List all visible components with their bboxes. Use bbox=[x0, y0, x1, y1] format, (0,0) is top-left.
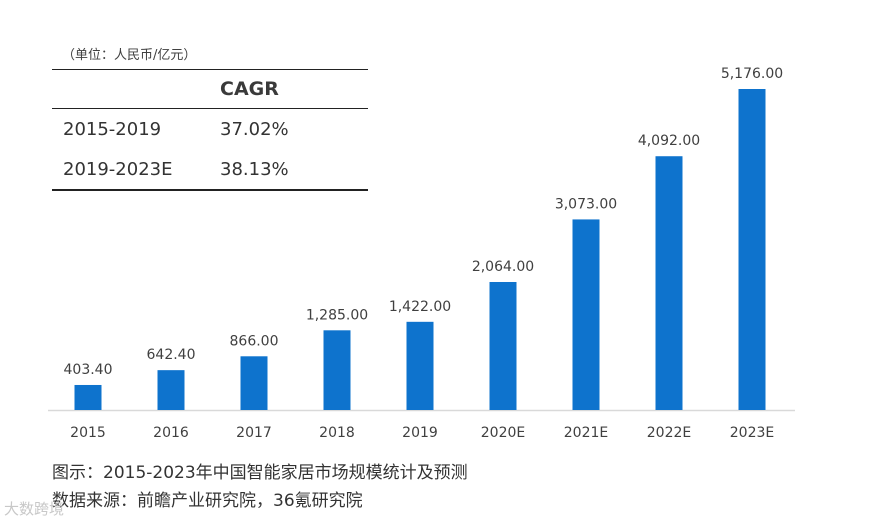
cagr-header-label: CAGR bbox=[220, 78, 279, 100]
x-tick-label: 2016 bbox=[153, 425, 189, 441]
data-label: 4,092.00 bbox=[638, 133, 700, 149]
cagr-table: CAGR 2015-2019 37.02% 2019-2023E 38.13% bbox=[52, 69, 368, 191]
x-tick-label: 2022E bbox=[647, 425, 691, 441]
bar bbox=[240, 356, 268, 410]
data-label: 1,422.00 bbox=[389, 299, 451, 315]
bar bbox=[406, 321, 434, 410]
data-label: 866.00 bbox=[230, 333, 279, 349]
data-label: 3,073.00 bbox=[555, 196, 617, 212]
data-label: 642.40 bbox=[147, 347, 196, 363]
bar bbox=[157, 370, 185, 410]
table-header-rule bbox=[52, 108, 368, 109]
bar bbox=[572, 219, 600, 410]
data-label: 1,285.00 bbox=[306, 307, 368, 323]
x-tick-label: 2019 bbox=[402, 425, 438, 441]
data-label: 403.40 bbox=[64, 362, 113, 378]
x-tick-label: 2018 bbox=[319, 425, 355, 441]
data-source: 数据来源：前瞻产业研究院，36氪研究院 bbox=[52, 491, 363, 511]
cagr-table-header: CAGR bbox=[52, 70, 368, 108]
cagr-rate: 37.02% bbox=[220, 119, 289, 140]
unit-label: （单位：人民币/亿元） bbox=[62, 48, 197, 63]
table-top-rule bbox=[52, 69, 368, 70]
x-tick-label: 2017 bbox=[236, 425, 272, 441]
bar bbox=[738, 89, 766, 410]
x-tick-label: 2021E bbox=[564, 425, 608, 441]
cagr-rate: 38.13% bbox=[220, 159, 289, 180]
cagr-period: 2019-2023E bbox=[63, 159, 173, 180]
table-bottom-rule bbox=[52, 189, 368, 191]
data-label: 2,064.00 bbox=[472, 259, 534, 275]
cagr-row: 2015-2019 37.02% bbox=[52, 109, 368, 149]
x-tick-label: 2015 bbox=[70, 425, 106, 441]
cagr-period: 2015-2019 bbox=[63, 119, 162, 140]
figure-caption: 图示：2015-2023年中国智能家居市场规模统计及预测 bbox=[52, 463, 468, 483]
x-tick-label: 2023E bbox=[730, 425, 774, 441]
bar bbox=[74, 384, 102, 410]
cagr-row: 2019-2023E 38.13% bbox=[52, 149, 368, 189]
bar bbox=[489, 281, 517, 410]
watermark-logo: 大数跨境 bbox=[4, 500, 65, 518]
bar bbox=[655, 156, 683, 410]
bar bbox=[323, 330, 351, 410]
x-tick-label: 2020E bbox=[481, 425, 525, 441]
data-label: 5,176.00 bbox=[721, 66, 783, 82]
